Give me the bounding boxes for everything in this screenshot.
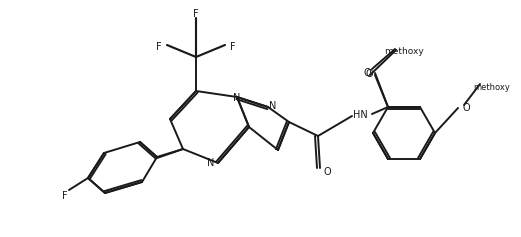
Text: methoxy: methoxy [384,46,424,55]
Text: N: N [207,158,215,168]
Text: O: O [365,69,373,79]
Text: O: O [462,103,470,113]
Text: F: F [62,191,68,201]
Text: methoxy: methoxy [474,82,511,91]
Text: F: F [230,42,236,52]
Text: F: F [193,9,199,19]
Text: O: O [363,68,371,78]
Text: O: O [323,167,331,177]
Text: F: F [156,42,162,52]
Text: N: N [233,93,241,103]
Text: N: N [269,101,277,111]
Text: HN: HN [353,110,367,120]
